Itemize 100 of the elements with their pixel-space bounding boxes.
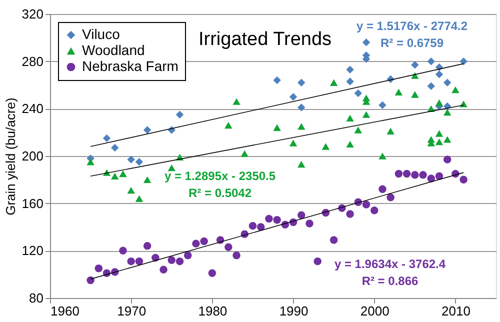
point <box>354 89 362 98</box>
x-tick-label: 1990 <box>279 304 308 318</box>
point <box>273 216 281 224</box>
point <box>427 57 435 66</box>
point <box>289 92 298 101</box>
legend-label: Nebraska Farm <box>82 58 178 74</box>
annotation: y = 1.9634x - 3762.4 R² = 0.866 <box>334 257 446 288</box>
y-tick-label: 120 <box>22 243 44 258</box>
x-tick-label: 2000 <box>360 304 390 318</box>
point <box>460 57 468 66</box>
point <box>143 242 152 250</box>
y-tick-label: 80 <box>29 290 44 306</box>
x-tick-label: 1980 <box>198 304 228 318</box>
point <box>232 252 240 260</box>
point <box>176 257 184 266</box>
point <box>273 124 281 131</box>
point <box>346 66 354 74</box>
point <box>208 269 216 278</box>
point <box>314 257 322 266</box>
point <box>86 158 94 166</box>
point <box>460 100 468 108</box>
point <box>452 86 460 94</box>
x-tick-label: 1970 <box>117 304 146 318</box>
x-tick-label: 2010 <box>441 304 470 318</box>
point <box>298 160 306 168</box>
annotation: y = 1.2895x - 2350.5 R² = 0.5042 <box>164 169 276 200</box>
y-tick-label: 320 <box>22 6 44 22</box>
point <box>127 257 135 266</box>
point <box>111 172 119 180</box>
point <box>370 206 378 214</box>
point <box>435 172 444 180</box>
point <box>168 256 176 264</box>
point <box>394 170 403 178</box>
point <box>127 186 135 194</box>
point <box>176 110 184 118</box>
legend-label: Woodland <box>82 42 145 58</box>
point <box>346 78 354 86</box>
point <box>346 114 354 122</box>
point <box>378 101 386 109</box>
legend-label: Viluco <box>82 26 120 42</box>
point <box>386 128 394 135</box>
point <box>378 185 386 193</box>
point <box>435 99 444 106</box>
point <box>102 134 111 142</box>
point <box>168 164 176 172</box>
point <box>378 152 386 160</box>
annotation: y = 1.5176x - 2774.2 R² = 0.6759 <box>356 19 468 50</box>
point <box>354 126 362 134</box>
y-tick-label: 160 <box>22 196 44 211</box>
point <box>435 130 444 137</box>
point <box>111 144 119 152</box>
point <box>273 76 281 84</box>
point <box>362 200 370 208</box>
point <box>443 78 452 87</box>
point <box>143 176 152 184</box>
point <box>460 176 468 184</box>
point <box>135 257 144 266</box>
point <box>346 140 354 148</box>
point <box>248 222 257 230</box>
point <box>86 276 94 284</box>
point <box>200 237 208 246</box>
point <box>298 78 306 87</box>
point <box>298 211 306 220</box>
point <box>119 170 127 178</box>
point <box>127 156 135 164</box>
point <box>443 156 452 164</box>
point <box>94 264 103 272</box>
point <box>427 174 435 182</box>
y-tick-label: 240 <box>22 101 44 116</box>
point <box>411 171 419 179</box>
point <box>184 252 192 260</box>
point <box>435 70 444 78</box>
point <box>232 98 240 105</box>
point <box>119 246 127 255</box>
point <box>411 61 419 69</box>
y-tick-label: 200 <box>22 148 44 164</box>
point <box>394 88 403 96</box>
y-tick-label: 280 <box>22 54 44 69</box>
point <box>135 158 144 166</box>
point <box>402 170 411 178</box>
point <box>224 122 232 129</box>
point <box>443 136 452 143</box>
x-tick-label: 1960 <box>50 304 80 318</box>
point <box>160 266 168 274</box>
point <box>306 220 314 228</box>
point <box>289 140 298 146</box>
point <box>419 171 427 179</box>
point <box>192 240 200 248</box>
point <box>435 138 444 146</box>
y-axis-title: Grain yield (bu/acre) <box>2 98 18 216</box>
point <box>298 123 306 130</box>
point <box>135 195 144 202</box>
point <box>240 150 248 157</box>
point <box>330 236 338 244</box>
point <box>265 214 273 223</box>
point <box>362 38 370 46</box>
point <box>386 194 394 202</box>
text: Irrigated Trends <box>198 29 332 50</box>
point <box>322 143 330 150</box>
point <box>443 108 452 116</box>
